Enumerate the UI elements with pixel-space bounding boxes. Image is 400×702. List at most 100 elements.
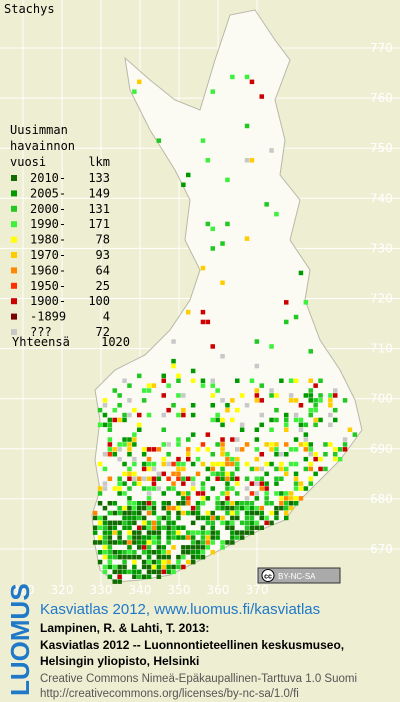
observation-square — [97, 491, 103, 496]
observation-square — [107, 550, 113, 555]
observation-square — [225, 540, 230, 545]
observation-square — [181, 466, 186, 472]
observation-square — [186, 476, 191, 481]
observation-square — [176, 505, 181, 511]
observation-square — [249, 520, 255, 526]
observation-square — [181, 481, 186, 486]
observation-square — [239, 501, 245, 506]
observation-square — [205, 476, 211, 481]
y-coordinate-label: 760 — [370, 91, 393, 105]
observation-square — [151, 569, 157, 575]
legend-count: 72 — [96, 325, 110, 339]
observation-square — [141, 540, 147, 545]
observation-square — [215, 442, 220, 447]
observation-square — [107, 530, 113, 535]
observation-square — [225, 177, 230, 183]
observation-square — [97, 461, 103, 467]
observation-square — [132, 407, 137, 413]
observation-square — [284, 319, 289, 325]
observation-square — [239, 447, 245, 452]
observation-square — [132, 574, 137, 579]
observation-square — [308, 476, 313, 481]
observation-square — [239, 427, 245, 432]
observation-square — [186, 550, 191, 555]
observation-square — [210, 486, 215, 491]
observation-square — [254, 481, 260, 486]
observation-square — [102, 520, 108, 526]
observation-square — [284, 471, 289, 477]
observation-square — [220, 466, 225, 472]
observation-square — [284, 442, 289, 447]
observation-square — [176, 442, 181, 447]
observation-square — [171, 403, 176, 408]
observation-square — [239, 393, 245, 398]
observation-square — [210, 383, 215, 388]
observation-square — [102, 564, 108, 570]
observation-square — [137, 535, 142, 540]
observation-square — [269, 510, 274, 516]
legend-count: 171 — [88, 217, 110, 231]
observation-square — [225, 461, 230, 467]
legend-label: 1980- — [30, 233, 66, 247]
observation-square — [112, 540, 117, 545]
observation-square — [166, 505, 171, 511]
observation-square — [122, 471, 127, 477]
observation-square — [102, 403, 108, 408]
observation-square — [254, 525, 260, 530]
observation-square — [264, 491, 269, 496]
observation-square — [181, 501, 186, 506]
observation-square — [259, 383, 264, 388]
observation-square — [274, 466, 279, 472]
observation-square — [161, 564, 166, 570]
observation-square — [274, 442, 279, 447]
observation-square — [264, 202, 269, 207]
observation-square — [293, 486, 299, 491]
observation-square — [274, 447, 279, 452]
observation-square — [210, 515, 215, 521]
species-title: Stachys — [4, 2, 55, 16]
observation-square — [161, 427, 166, 432]
observation-square — [186, 535, 191, 540]
observation-square — [200, 550, 206, 555]
observation-square — [190, 403, 196, 408]
observation-square — [151, 383, 157, 388]
observation-square — [132, 564, 137, 570]
y-coordinate-label: 750 — [370, 141, 393, 155]
observation-square — [117, 442, 122, 447]
observation-square — [166, 569, 171, 575]
observation-square — [117, 564, 122, 570]
observation-square — [166, 525, 171, 530]
observation-square — [328, 412, 333, 418]
observation-square — [151, 525, 157, 530]
observation-square — [249, 158, 255, 163]
observation-square — [254, 363, 260, 369]
legend-swatch — [11, 175, 17, 181]
observation-square — [156, 550, 162, 555]
observation-square — [342, 447, 348, 452]
observation-square — [210, 226, 215, 232]
observation-square — [215, 412, 220, 418]
observation-square — [220, 417, 225, 423]
legend-swatch — [11, 267, 17, 274]
observation-square — [137, 476, 142, 481]
observation-square — [274, 481, 279, 486]
observation-square — [230, 486, 235, 491]
legend-label: -1899 — [30, 310, 66, 324]
observation-square — [102, 554, 108, 560]
observation-square — [102, 466, 108, 472]
observation-square — [151, 466, 157, 472]
observation-square — [293, 437, 299, 442]
observation-square — [92, 540, 98, 545]
legend-count-heading: lkm — [88, 155, 110, 169]
observation-square — [288, 505, 294, 511]
observation-square — [127, 442, 132, 447]
legend-label: 2005- — [30, 186, 66, 200]
observation-square — [186, 456, 191, 462]
observation-square — [230, 505, 235, 511]
observation-square — [264, 461, 269, 467]
observation-square — [156, 559, 162, 565]
observation-square — [146, 501, 152, 506]
observation-square — [288, 461, 294, 467]
observation-square — [117, 510, 122, 516]
